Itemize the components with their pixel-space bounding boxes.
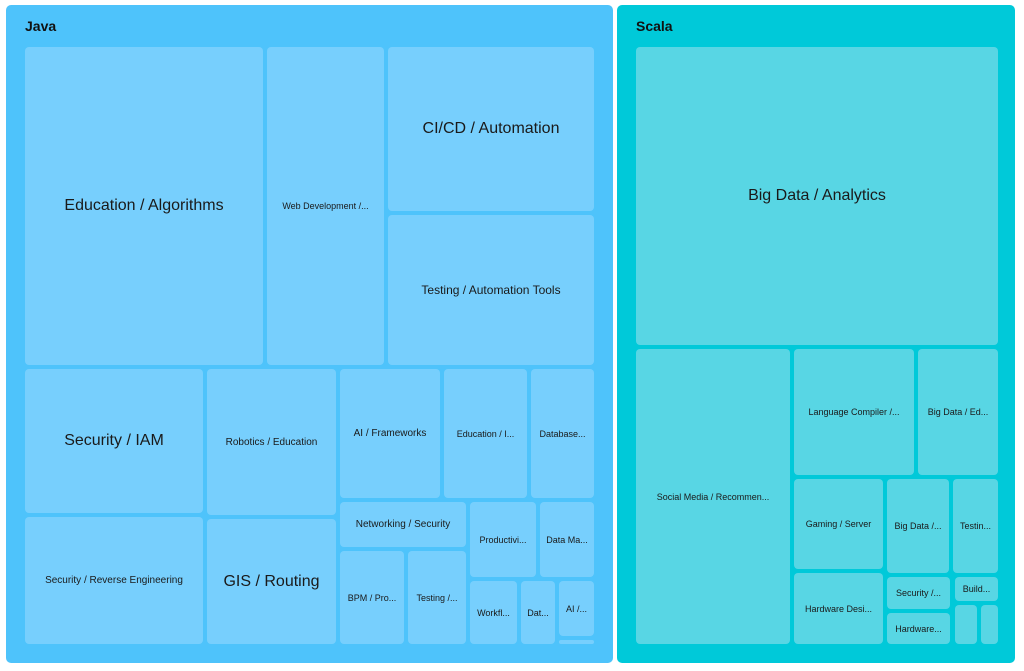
treemap-tile-scala[interactable]: Build... [955,577,998,601]
treemap-tile-scala[interactable]: Hardware... [887,613,950,644]
treemap-tile-label: Web Development /... [282,201,369,211]
treemap-tile-scala[interactable] [981,605,998,644]
treemap-tile-label: Education / I... [456,428,515,439]
group-java: Java Education / Algorithms Web Developme… [6,5,613,663]
treemap-tile-java[interactable]: Web Development /... [267,47,384,365]
treemap-tile-java[interactable]: Education / I... [444,369,527,498]
treemap-tile-scala[interactable]: Language Compiler /... [794,349,914,475]
treemap-tile-label: Big Data / Analytics [748,187,886,204]
treemap-tile-label: AI / Frameworks [353,428,427,439]
treemap-tile-label: Data Ma... [546,534,588,545]
treemap-tile-label: Social Media / Recommen... [656,491,770,502]
treemap-tile-java[interactable]: Networking / Security [340,502,466,547]
treemap-tile-label: CI/CD / Automation [422,120,560,137]
treemap-tile-label: Big Data /... [894,521,942,531]
treemap-tile-scala[interactable]: Hardware Desi... [794,573,883,644]
treemap-tile-java[interactable]: Database... [531,369,594,498]
treemap-tile-label: Language Compiler /... [808,407,900,417]
treemap-tile-scala[interactable]: Social Media / Recommen... [636,349,790,644]
treemap-tile-scala[interactable]: Gaming / Server [794,479,883,569]
treemap-tile-java[interactable]: Testing / Automation Tools [388,215,594,365]
treemap-tile-java[interactable]: Workfl... [470,581,517,644]
treemap-tile-label: Education / Algorithms [64,197,224,214]
treemap-tile-scala[interactable]: Big Data / Analytics [636,47,998,345]
treemap-tile-scala[interactable]: Big Data /... [887,479,949,573]
treemap-tile-label: Robotics / Education [225,436,318,448]
treemap-tile-label: Workfl... [477,607,510,618]
treemap-tile-java[interactable] [559,640,594,644]
treemap-tile-java[interactable]: AI /... [559,581,594,636]
treemap-tile-scala[interactable]: Big Data / Ed... [918,349,998,475]
treemap-tile-label: Security / IAM [64,432,164,449]
treemap-tile-label: Gaming / Server [805,519,872,529]
treemap-tile-java[interactable]: Robotics / Education [207,369,336,515]
treemap-tile-java[interactable]: CI/CD / Automation [388,47,594,211]
treemap-tile-label: Security / Reverse Engineering [45,575,183,586]
treemap-tile-label: GIS / Routing [223,572,320,590]
group-title-java: Java [25,18,57,34]
treemap-tile-label: Testing / Automation Tools [421,283,561,297]
treemap-tile-label: Productivi... [479,534,527,545]
treemap-tile-scala[interactable]: Security /... [887,577,950,609]
treemap-tile-label: Hardware... [895,623,942,634]
treemap-tile-label: Hardware Desi... [804,603,873,614]
treemap-tile-label: Build... [962,584,991,594]
treemap-tile-java[interactable]: AI / Frameworks [340,369,440,498]
treemap-tile-scala[interactable]: Testin... [953,479,998,573]
treemap-tile-java[interactable]: Education / Algorithms [25,47,263,365]
treemap-tile-scala[interactable] [955,605,977,644]
group-scala: Scala Big Data / Analytics Social Media /… [617,5,1015,663]
treemap-tile-java[interactable]: Productivi... [470,502,536,577]
treemap-tile-java[interactable]: Security / Reverse Engineering [25,517,203,644]
treemap-tile-java[interactable]: Security / IAM [25,369,203,513]
treemap-tile-java[interactable]: Data Ma... [540,502,594,577]
treemap-tile-label: Testing /... [416,592,458,603]
treemap-tile-label: Database... [539,428,586,439]
treemap-tile-label: Security /... [895,588,941,598]
treemap-tile-label: Big Data / Ed... [927,407,989,417]
treemap-tile-label: BPM / Pro... [347,592,397,603]
treemap-tile-java[interactable]: Testing /... [408,551,466,644]
treemap-tile-java[interactable]: Dat... [521,581,555,644]
treemap-tile-label: Dat... [527,607,549,618]
treemap-tile-label: AI /... [565,603,587,614]
treemap-tile-java[interactable]: BPM / Pro... [340,551,404,644]
group-title-scala: Scala [636,18,673,34]
treemap-tile-java[interactable]: GIS / Routing [207,519,336,644]
treemap-tile-label: Networking / Security [355,519,451,530]
treemap-tile-label: Testin... [959,521,991,531]
